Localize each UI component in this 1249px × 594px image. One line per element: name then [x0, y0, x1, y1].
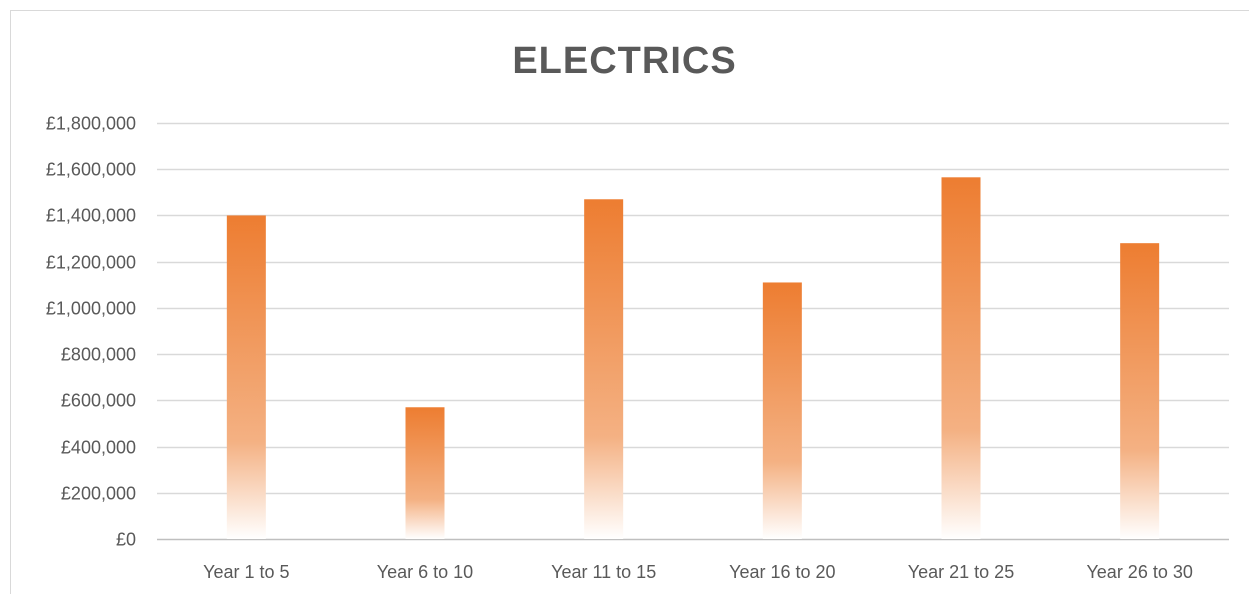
bar: [226, 215, 266, 539]
x-tick-label: Year 26 to 30: [1086, 562, 1192, 582]
x-tick-label: Year 1 to 5: [203, 562, 289, 582]
y-axis-ticks: £0 £200,000 £400,000 £600,000 £800,000 £1,000…: [46, 114, 136, 550]
y-tick-label: £0: [116, 530, 136, 550]
y-tick-label: £400,000: [61, 438, 136, 458]
x-tick-label: Year 16 to 20: [729, 562, 835, 582]
x-tick-label: Year 11 to 15: [551, 562, 656, 582]
x-tick-label: Year 6 to 10: [377, 562, 473, 582]
y-tick-label: £200,000: [61, 484, 136, 504]
bar: [584, 199, 624, 539]
chart-title: ELECTRICS: [512, 40, 737, 82]
bar: [941, 177, 981, 540]
y-tick-label: £1,800,000: [46, 114, 136, 134]
grid-lines: [157, 122, 1229, 541]
bar: [1120, 243, 1160, 539]
x-axis-ticks: Year 1 to 5 Year 6 to 10 Year 11 to 15 Year…: [203, 562, 1193, 582]
bar: [762, 282, 802, 539]
y-tick-label: £1,000,000: [46, 299, 136, 319]
bar: [405, 407, 445, 539]
y-tick-label: £1,400,000: [46, 206, 136, 226]
bars: [226, 177, 1160, 540]
y-tick-label: £1,200,000: [46, 253, 136, 273]
y-tick-label: £600,000: [61, 391, 136, 411]
y-tick-label: £1,600,000: [46, 160, 136, 180]
y-tick-label: £800,000: [61, 345, 136, 365]
x-tick-label: Year 21 to 25: [908, 562, 1014, 582]
chart-frame: [10, 10, 1249, 594]
